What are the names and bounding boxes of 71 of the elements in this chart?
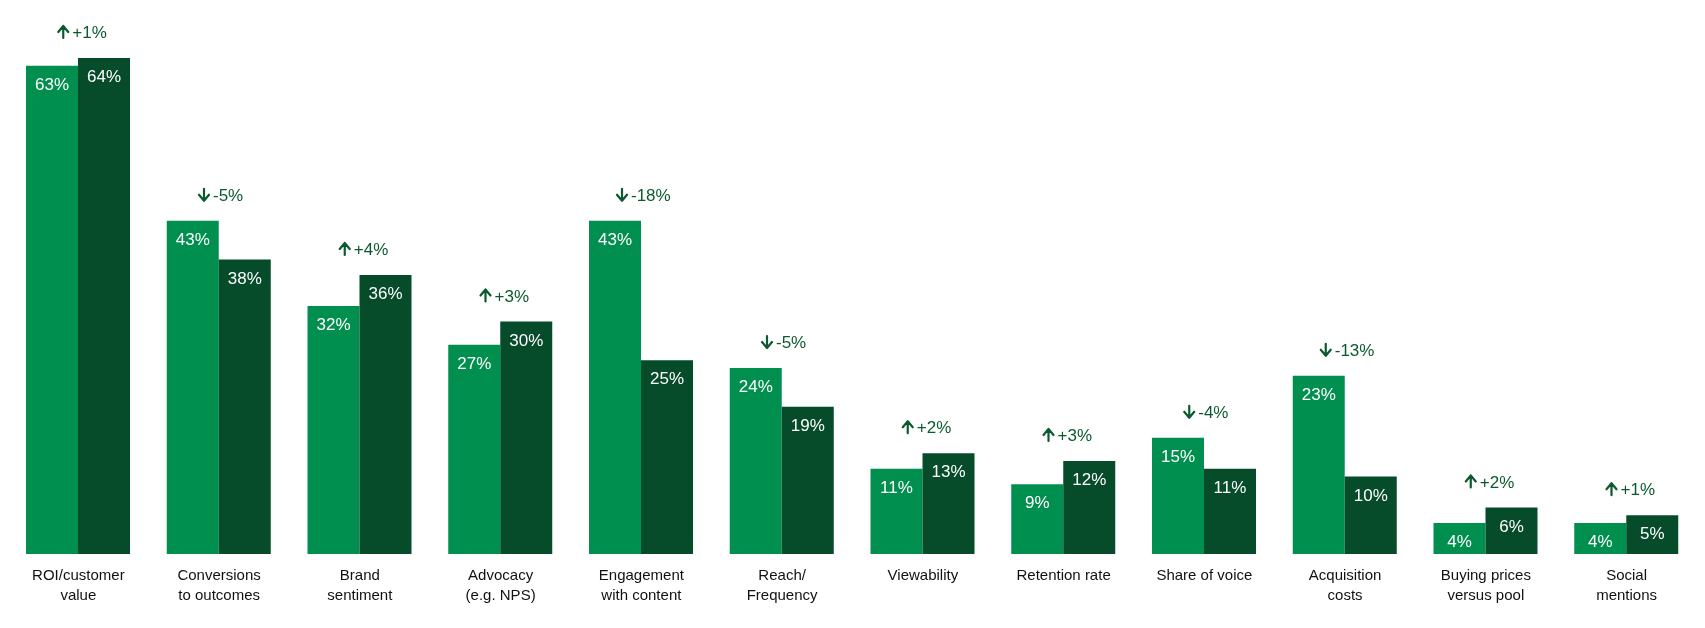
data-label: 15%	[1160, 446, 1196, 466]
data-label: 23%	[1301, 384, 1336, 404]
data-label: 13%	[931, 462, 966, 482]
bar	[589, 220, 641, 554]
bar	[1433, 523, 1486, 554]
bar	[729, 368, 782, 554]
data-label: 43%	[175, 229, 210, 249]
x-tick-label: Advocacy (e.g. NPS)	[465, 566, 536, 603]
annotation: +4%	[353, 240, 389, 259]
data-label: 63%	[34, 74, 70, 94]
bar	[1152, 437, 1204, 554]
annotation: +2%	[916, 418, 952, 438]
bar	[448, 344, 501, 554]
data-label: 4%	[1447, 532, 1472, 552]
data-label: 9%	[1024, 493, 1050, 513]
bar	[1292, 375, 1345, 554]
annotation: +2%	[1479, 472, 1515, 492]
x-tick-label: Viewability	[887, 566, 959, 583]
data-label: 24%	[738, 377, 773, 397]
annotation: -4%	[1198, 402, 1229, 422]
data-label: 19%	[790, 415, 825, 435]
data-label: 12%	[1072, 470, 1107, 490]
x-tick-label: Social mentions	[1596, 566, 1658, 603]
bar	[500, 321, 553, 554]
bar	[922, 453, 975, 554]
annotation: -18%	[631, 185, 671, 205]
bar	[26, 65, 78, 554]
data-label: 11%	[880, 477, 913, 497]
bar	[1011, 484, 1064, 554]
bar	[1204, 468, 1256, 554]
x-tick-label: Buying prices versus pool	[1440, 566, 1531, 603]
annotation: -5%	[776, 333, 807, 352]
annotation: -5%	[213, 185, 244, 205]
x-tick-label: Retention rate	[1016, 566, 1111, 583]
x-tick-label: Conversions to outcomes	[177, 566, 261, 603]
bar	[1485, 507, 1538, 554]
annotation: +3%	[494, 286, 529, 306]
x-tick-label: Engagement with content	[598, 566, 685, 603]
data-label: 32%	[316, 315, 351, 335]
bar	[1344, 476, 1397, 554]
bar	[359, 275, 412, 554]
data-label: 30%	[509, 330, 544, 350]
data-label: 25%	[649, 369, 685, 389]
bar	[307, 306, 360, 554]
data-label: 43%	[597, 229, 633, 249]
annotation: +1%	[1620, 480, 1655, 500]
bar	[166, 220, 219, 554]
annotation: -13%	[1334, 340, 1375, 360]
data-label: 11%	[1213, 477, 1247, 497]
bar	[1626, 515, 1679, 554]
data-label: 36%	[368, 284, 403, 304]
data-label: 64%	[86, 67, 122, 87]
x-tick-label: Share of voice	[1156, 566, 1253, 583]
bar	[870, 468, 923, 554]
bar	[218, 259, 271, 554]
data-label: 38%	[227, 268, 262, 288]
bar	[1063, 461, 1116, 554]
x-tick-label: Reach/ Frequency	[746, 566, 819, 603]
data-label: 27%	[457, 353, 492, 373]
bar	[641, 360, 693, 554]
data-label: 4%	[1587, 532, 1613, 552]
x-tick-label: Brand sentiment	[327, 566, 394, 603]
x-tick-label: ROI/customer value	[32, 566, 125, 603]
data-label: 10%	[1353, 485, 1388, 505]
data-label: 5%	[1639, 524, 1665, 544]
data-label: 6%	[1499, 516, 1524, 536]
bar	[78, 58, 130, 554]
x-tick-label: Acquisition costs	[1308, 566, 1382, 603]
bar	[781, 406, 834, 554]
annotation: +1%	[72, 23, 107, 42]
annotation: +3%	[1057, 426, 1092, 445]
